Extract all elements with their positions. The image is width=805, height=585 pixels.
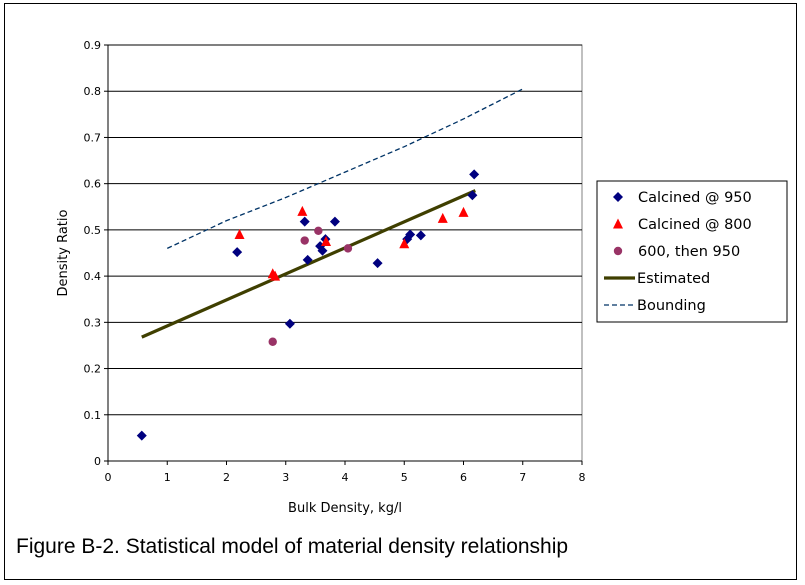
legend-label: Calcined @ 800 — [638, 217, 752, 233]
x-tick-label: 7 — [519, 471, 526, 484]
gridlines — [108, 44, 582, 416]
scatter-chart: 0 0.1 0.2 0.3 0.4 0.5 0.6 0.7 0.8 0.9 0 1 2 3 4 5 6 7 8 De… — [56, 39, 788, 516]
x-tick-label: 3 — [282, 471, 289, 484]
data-point — [302, 254, 313, 265]
y-tick-label: 0.5 — [84, 224, 102, 237]
legend-label: 600, then 950 — [638, 244, 740, 260]
legend: Calcined @ 950 Calcined @ 800 600, then 95… — [596, 180, 788, 323]
data-point — [136, 430, 147, 441]
x-tick-label: 1 — [164, 471, 171, 484]
data-point — [321, 235, 332, 246]
data-point — [399, 238, 410, 249]
y-tick-label: 0.3 — [84, 316, 102, 329]
data-point — [458, 206, 469, 217]
y-tick-label: 0.9 — [84, 39, 102, 52]
data-point — [284, 318, 295, 329]
legend-label: Estimated — [637, 271, 710, 287]
data-point — [329, 216, 340, 227]
data-point — [372, 258, 383, 269]
x-tick-label: 4 — [342, 471, 349, 484]
x-axis-title: Bulk Density, kg/l — [288, 501, 402, 516]
axes: 0 0.1 0.2 0.3 0.4 0.5 0.6 0.7 0.8 0.9 0 1 2 3 4 5 6 7 8 — [84, 39, 586, 484]
data-point — [317, 245, 328, 256]
data-point — [467, 190, 478, 201]
scatter-points — [136, 169, 480, 441]
data-point — [437, 212, 448, 223]
y-tick-label: 0.2 — [84, 363, 102, 376]
data-point — [343, 244, 353, 253]
legend-label: Bounding — [637, 298, 706, 314]
legend-swatch — [613, 246, 623, 256]
y-tick-label: 0.6 — [84, 178, 102, 191]
y-tick-label: 0.7 — [84, 131, 102, 144]
data-point — [300, 236, 309, 245]
y-axis-title: Density Ratio — [56, 209, 71, 296]
data-point — [415, 230, 426, 241]
x-tick-label: 2 — [223, 471, 230, 484]
y-tick-label: 0.1 — [84, 409, 102, 422]
plot-area — [107, 44, 583, 462]
data-point — [405, 229, 416, 240]
y-tick-label: 0.8 — [84, 85, 102, 98]
figure-caption: Figure B-2. Statistical model of materia… — [16, 535, 569, 558]
legend-swatch — [613, 192, 623, 202]
data-point — [234, 229, 245, 240]
x-tick-label: 6 — [460, 471, 467, 484]
x-tick-label: 5 — [401, 471, 408, 484]
data-point — [469, 169, 480, 180]
data-point — [299, 216, 310, 227]
data-point — [314, 226, 323, 236]
data-point — [232, 247, 243, 258]
legend-swatch — [613, 218, 623, 229]
x-tick-label: 8 — [579, 471, 586, 484]
data-point — [268, 337, 277, 346]
x-tick-label: 0 — [105, 471, 112, 484]
bounding-line — [166, 88, 524, 249]
legend-label: Calcined @ 950 — [638, 190, 752, 206]
y-tick-label: 0.4 — [84, 270, 102, 283]
data-point — [270, 270, 281, 281]
legend-box — [596, 180, 788, 323]
data-point — [297, 205, 308, 216]
y-tick-label: 0 — [94, 455, 101, 468]
